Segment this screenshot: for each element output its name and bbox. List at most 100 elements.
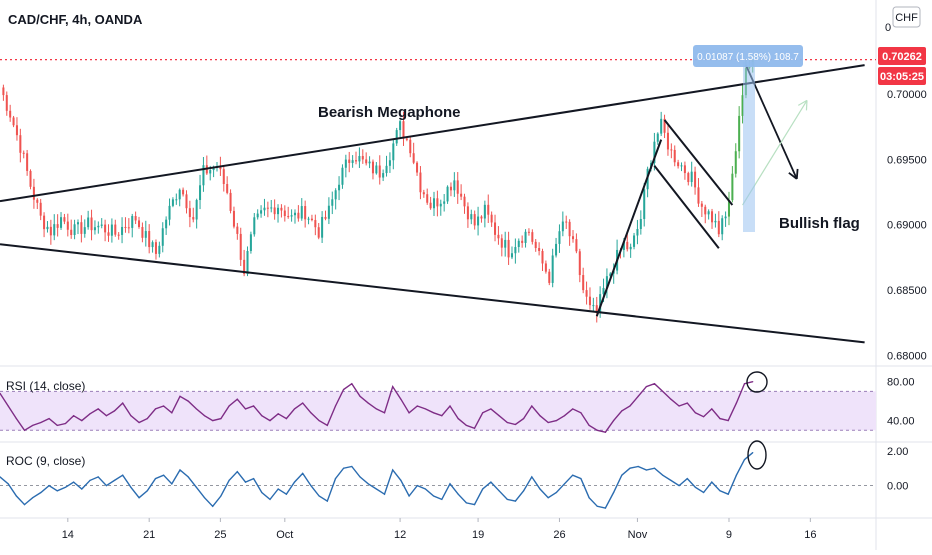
rsi-point	[703, 416, 705, 418]
candle	[656, 132, 659, 145]
candle	[422, 189, 425, 198]
rsi-point	[351, 383, 353, 385]
candle	[49, 219, 52, 245]
rsi-point	[285, 418, 287, 420]
rsi-point	[203, 415, 206, 417]
trendline-flag-channel-lower[interactable]	[653, 165, 720, 249]
roc-point	[506, 498, 508, 501]
roc-point	[392, 469, 394, 471]
rsi-point	[163, 405, 165, 407]
candle	[222, 166, 225, 192]
roc-point	[637, 465, 639, 468]
rsi-point	[0, 392, 1, 394]
roc-point	[752, 452, 754, 454]
candle	[694, 166, 697, 195]
candle	[555, 237, 558, 258]
roc-point	[113, 479, 116, 481]
rsi-point	[187, 400, 189, 402]
roc-point	[195, 486, 197, 488]
rsi-point	[408, 412, 410, 414]
candle	[107, 224, 110, 242]
trendline-flag-pole[interactable]	[595, 139, 663, 317]
candle	[514, 238, 517, 264]
candle	[341, 164, 344, 189]
currency-badge[interactable]: CHF	[892, 6, 921, 28]
roc-pane[interactable]	[0, 452, 876, 509]
rsi-tick-label: 80.00	[887, 377, 915, 389]
candle	[565, 215, 568, 229]
trendline-megaphone-lower[interactable]	[0, 243, 865, 344]
candle	[670, 143, 673, 159]
candle	[487, 194, 490, 223]
candle	[19, 128, 22, 163]
bar-countdown-label: 03:05:25	[880, 71, 924, 83]
price-pane[interactable]	[0, 55, 876, 323]
roc-point	[433, 495, 435, 497]
candle	[480, 215, 483, 223]
candle	[100, 218, 103, 229]
candle	[727, 191, 731, 226]
candle	[477, 206, 480, 236]
candle	[97, 221, 100, 234]
roc-point	[367, 483, 369, 485]
roc-point	[293, 481, 296, 483]
candle	[236, 222, 239, 240]
candle	[707, 209, 710, 220]
candle	[558, 224, 561, 253]
trendline-flag-channel-upper[interactable]	[663, 119, 734, 206]
trendline-megaphone-upper[interactable]	[0, 64, 865, 203]
candle	[148, 224, 151, 254]
roc-point	[269, 498, 271, 501]
roc-point	[40, 491, 42, 494]
candle	[249, 231, 252, 254]
candle	[334, 188, 337, 210]
roc-point	[727, 493, 729, 495]
rsi-point	[523, 418, 525, 420]
rsi-point	[547, 421, 549, 424]
candle	[70, 219, 73, 239]
candle	[714, 213, 717, 228]
rsi-point	[171, 412, 173, 414]
rsi-pane[interactable]	[0, 381, 876, 433]
roc-point	[56, 490, 58, 492]
rsi-point	[711, 408, 713, 410]
roc-line	[0, 452, 754, 509]
candle	[416, 161, 419, 176]
candle	[110, 218, 113, 243]
candle	[538, 242, 541, 256]
rsi-point	[195, 408, 197, 410]
rsi-point	[138, 421, 140, 424]
roc-point	[719, 490, 721, 492]
annotation-bullish-flag[interactable]: Bullish flag	[779, 215, 860, 232]
candle	[290, 209, 293, 222]
candle	[738, 106, 741, 159]
roc-point	[523, 490, 525, 492]
candle	[605, 268, 608, 299]
candle	[182, 187, 185, 197]
rsi-point	[310, 412, 312, 414]
time-tick-label: 19	[472, 529, 484, 541]
rsi-point	[392, 385, 394, 388]
price-range-measure[interactable]: 0.01087 (1.58%) 108.7	[693, 45, 803, 232]
rsi-point	[449, 405, 451, 407]
roc-point	[130, 486, 132, 488]
trendline-drawings[interactable]	[0, 64, 865, 344]
roc-point	[482, 488, 484, 490]
candle	[371, 159, 374, 180]
candle	[104, 219, 107, 242]
roc-point	[514, 500, 517, 502]
candle	[544, 260, 547, 274]
annotation-bearish-megaphone[interactable]: Bearish Megaphone	[318, 104, 461, 121]
candle	[154, 239, 157, 260]
roc-point	[171, 483, 173, 485]
candle	[429, 196, 432, 210]
roc-point	[629, 467, 631, 469]
rsi-point	[490, 408, 492, 410]
rsi-point	[359, 395, 361, 397]
candle	[704, 204, 707, 224]
time-tick-label: 14	[62, 529, 74, 541]
rsi-point	[563, 415, 566, 417]
candle	[232, 206, 235, 229]
candle	[453, 172, 456, 197]
roc-point	[531, 476, 533, 478]
